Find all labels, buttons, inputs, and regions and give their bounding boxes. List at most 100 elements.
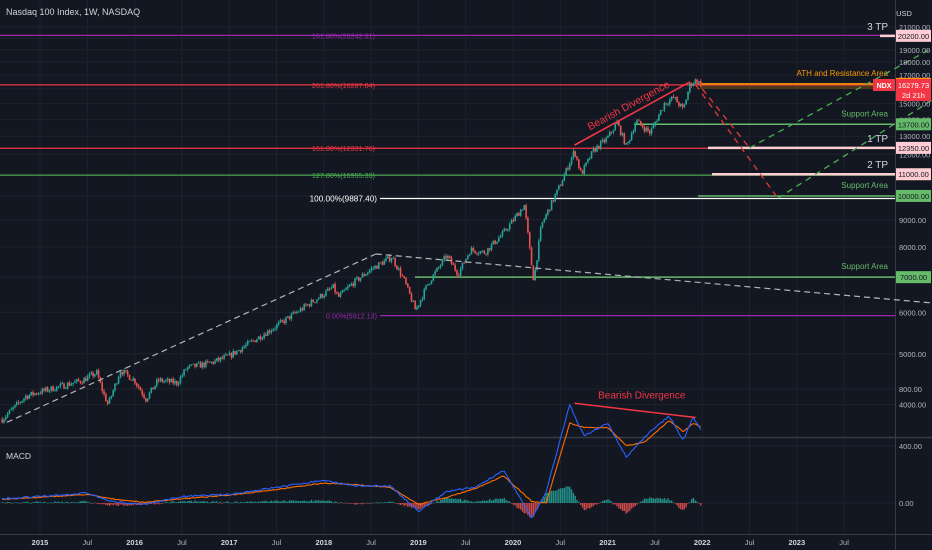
candle-body-235	[428, 283, 431, 285]
candle-body-222	[405, 277, 407, 284]
macd-histogram-bar-317	[578, 501, 580, 503]
macd-histogram-bar-18	[34, 501, 36, 503]
symbol-badge-bg	[873, 78, 895, 91]
macd-histogram-bar-2	[5, 503, 7, 504]
macd-histogram-bar-357	[650, 497, 653, 503]
candle-body-122	[223, 355, 225, 359]
macd-histogram-bar-266	[485, 500, 487, 503]
candle-body-30	[55, 386, 58, 391]
fib-level-label-1: 261.80%(16287.04)	[312, 81, 375, 90]
candle-body-237	[432, 274, 435, 281]
macd-histogram-bar-383	[698, 503, 700, 504]
macd-histogram-bar-130	[237, 502, 240, 504]
candle-body-72	[132, 378, 134, 381]
candle-body-41	[75, 379, 78, 382]
candle-body-28	[52, 386, 54, 392]
macd-histogram-bar-351	[640, 501, 642, 503]
candle-body-305	[556, 189, 558, 195]
candle-body-18	[34, 393, 36, 396]
time-tick-label-6: 2018	[315, 538, 332, 547]
candle-body-194	[354, 278, 356, 287]
macd-histogram-bar-9	[17, 502, 20, 504]
candle-body-56	[103, 391, 105, 395]
macd-histogram-bar-178	[325, 500, 327, 503]
price-tick-label-13: 17000.00	[899, 71, 930, 80]
macd-histogram-bar-193	[352, 503, 354, 504]
candle-body-195	[356, 277, 358, 279]
candle-body-379	[690, 83, 693, 86]
price-badge-text-2: 13700.00	[898, 120, 929, 129]
candle-body-227	[414, 301, 416, 310]
candle-body-344	[627, 142, 629, 144]
candle-body-80	[146, 398, 149, 402]
candle-body-323	[588, 158, 591, 160]
candle-body-189	[345, 288, 347, 291]
macd-histogram-bar-58	[106, 503, 109, 505]
candle-body-212	[387, 256, 389, 259]
macd-histogram-bar-150	[274, 500, 276, 503]
macd-histogram-bar-88	[161, 503, 163, 504]
candle-body-347	[632, 130, 635, 134]
candle-body-355	[647, 127, 649, 131]
candle-body-341	[621, 133, 624, 136]
macd-histogram-bar-371	[676, 503, 678, 506]
macd-histogram-bar-282	[514, 503, 516, 506]
candle-body-285	[519, 210, 522, 216]
trendline-1	[375, 253, 932, 304]
price-tick-label-5: 9000.00	[899, 216, 926, 225]
macd-histogram-bar-173	[316, 500, 318, 503]
macd-histogram-bar-293	[534, 503, 536, 512]
candle-body-205	[374, 265, 376, 269]
candle-body-175	[319, 294, 322, 299]
macd-histogram-bar-358	[652, 498, 655, 503]
candle-body-243	[443, 256, 446, 260]
candle-body-112	[205, 360, 207, 367]
macd-tick-label-1: 400.00	[899, 442, 922, 451]
macd-histogram-bar-148	[270, 500, 273, 503]
macd-histogram-bar-43	[79, 501, 82, 503]
price-tick-label-8: 12000.00	[899, 150, 930, 159]
candle-body-71	[130, 379, 133, 381]
candle-body-138	[252, 340, 255, 342]
price-badge-text-5: 10000.00	[898, 192, 929, 201]
candle-body-181	[330, 287, 333, 289]
macd-histogram-bar-119	[217, 503, 220, 504]
candle-body-351	[639, 120, 642, 125]
candle-body-144	[263, 334, 265, 338]
macd-histogram-bar-229	[418, 503, 420, 510]
macd-histogram-bar-261	[476, 501, 478, 503]
macd-histogram-bar-107	[196, 501, 198, 503]
candle-body-154	[281, 320, 284, 321]
macd-histogram-bar-184	[336, 501, 338, 503]
candle-body-295	[538, 240, 540, 261]
candle-body-123	[225, 354, 227, 356]
candle-body-348	[634, 123, 637, 131]
candle-body-302	[550, 200, 553, 211]
macd-histogram-bar-143	[261, 501, 264, 503]
macd-histogram-bar-230	[419, 503, 422, 509]
macd-histogram-bar-74	[136, 503, 138, 506]
candle-body-98	[179, 376, 182, 384]
macd-histogram-bar-45	[83, 500, 85, 503]
candle-body-64	[117, 377, 120, 384]
candle-body-107	[196, 363, 198, 367]
macd-histogram-bar-251	[458, 498, 460, 503]
candle-body-110	[201, 362, 204, 368]
macd-histogram-bar-210	[383, 502, 385, 503]
macd-histogram-bar-348	[634, 503, 636, 507]
fib-level-label-3: 127.00%(10955.33)	[312, 171, 375, 180]
macd-histogram-bar-116	[212, 501, 214, 503]
macd-histogram-bar-255	[465, 500, 467, 503]
macd-histogram-bar-345	[629, 503, 631, 511]
macd-histogram-bar-54	[99, 503, 102, 504]
candle-body-125	[228, 352, 231, 356]
currency-label: USD	[896, 9, 912, 18]
macd-histogram-bar-377	[687, 503, 689, 504]
candle-body-2	[4, 416, 7, 420]
macd-histogram-bar-335	[610, 501, 613, 503]
candle-body-232	[423, 289, 426, 299]
candle-body-43	[79, 380, 82, 383]
macd-histogram-bar-42	[77, 501, 80, 503]
candle-body-294	[536, 260, 538, 270]
candle-body-87	[159, 378, 162, 381]
